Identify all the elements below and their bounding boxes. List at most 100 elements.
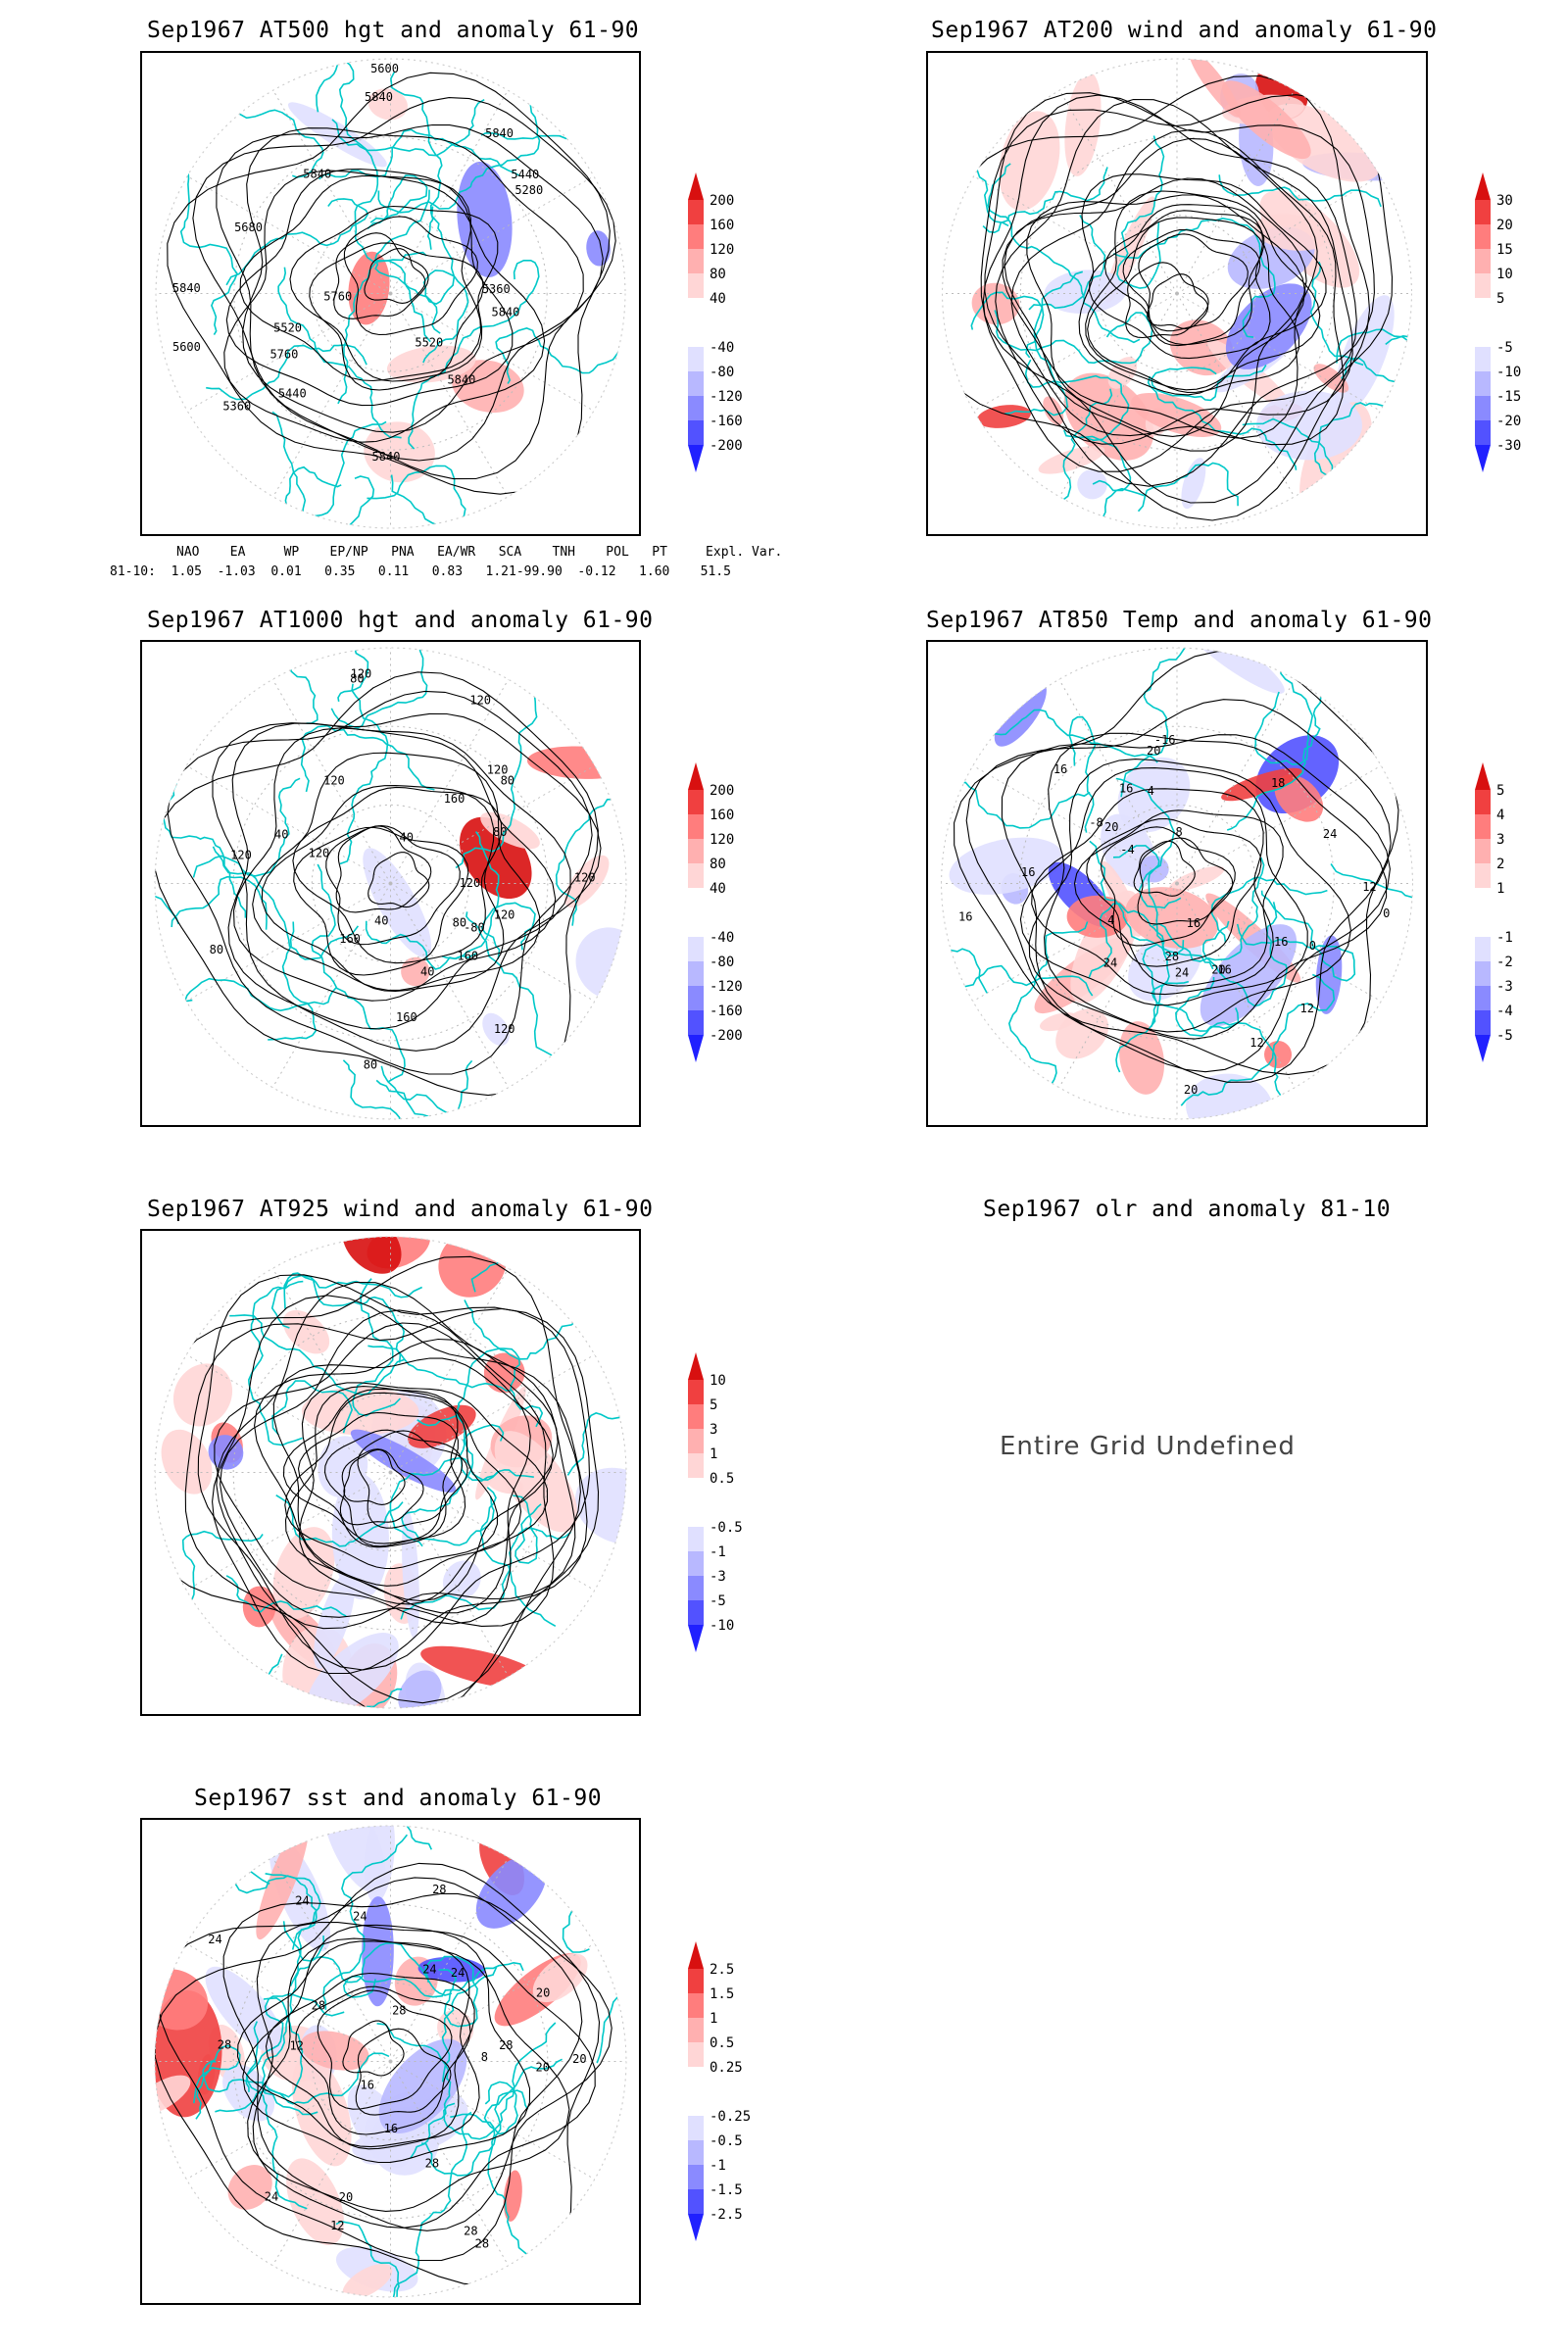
anomaly-shading	[314, 1570, 356, 1670]
colorbar-sst: 2.5 1.5 1 0.5 0.25 -0.25 -0.5 -1 -1.5 -2.5	[686, 1941, 755, 2250]
colorbar-tick-label: -1.5	[710, 2182, 743, 2198]
contour-label: 5840	[447, 373, 475, 387]
anomaly-shading	[1125, 887, 1219, 949]
colorbar-tick-label: -5	[1496, 1028, 1513, 1044]
contour-line	[1086, 817, 1262, 967]
anomaly-shading	[999, 111, 1060, 211]
anomaly-shading	[342, 1237, 402, 1274]
anomaly-shading	[1168, 865, 1225, 892]
anomaly-shading	[1255, 390, 1362, 461]
colorbar-tick-label: 40	[710, 291, 726, 307]
coastline	[225, 1575, 347, 1617]
coastline	[1330, 863, 1413, 1008]
contour-label: 18	[1271, 776, 1285, 790]
contour-label: 80	[493, 825, 507, 839]
anomaly-shading	[1043, 396, 1064, 425]
coastline	[171, 875, 268, 930]
colorbar-tick-label: -120	[710, 389, 743, 405]
contour-line	[1001, 734, 1391, 1073]
coastline	[306, 1688, 403, 1708]
contour-line	[192, 97, 616, 480]
contour-label: 5600	[370, 62, 399, 75]
contour-line	[242, 127, 584, 433]
contour-line	[1122, 228, 1261, 347]
colorbar-tick-label: -2.5	[710, 2207, 743, 2223]
contour-line	[1125, 262, 1209, 339]
coastline	[339, 683, 389, 865]
contour-line	[339, 1448, 424, 1526]
coastline	[408, 260, 540, 450]
contour-line	[1026, 194, 1306, 437]
colorbar-tick-label: 120	[710, 242, 734, 258]
colorbar-tick-label: -3	[1496, 979, 1513, 995]
anomaly-shading	[994, 681, 1047, 747]
coastline	[271, 411, 307, 528]
colorbar-tick-label: -1	[710, 1544, 726, 1560]
contour-label: 20	[1147, 744, 1160, 758]
colorbar-500hgt: 200 160 120 80 40 -40 -80 -120 -160 -200	[686, 172, 755, 481]
contour-label: 5680	[234, 220, 263, 234]
contour-label: 24	[353, 1910, 367, 1924]
contour-line	[1010, 129, 1345, 446]
coastline	[954, 781, 1091, 829]
contour-label: 120	[230, 848, 252, 861]
contour-label: 5440	[278, 386, 307, 400]
contour-label: 120	[494, 1022, 515, 1036]
contour-label: 40	[274, 828, 288, 842]
contour-label: 20	[536, 2061, 550, 2075]
anomaly-shading	[161, 1429, 213, 1494]
contour-label: 80	[501, 773, 514, 787]
undefined-grid-message: Entire Grid Undefined	[1000, 1432, 1296, 1461]
coastline	[367, 465, 466, 527]
contour-label: 120	[494, 908, 515, 922]
contour-label: 20	[339, 2190, 353, 2204]
colorbar-tick-label: -200	[710, 1028, 743, 1044]
contour-line	[342, 2020, 405, 2077]
coastline	[1115, 777, 1182, 909]
coastline	[941, 709, 1158, 763]
contour-line	[1073, 809, 1284, 987]
colorbar-tick-label: 20	[1496, 218, 1513, 233]
contour-label: 28	[432, 1883, 446, 1896]
coastline	[367, 174, 428, 229]
colorbar-tick-label: 10	[1496, 267, 1513, 282]
contour-line	[1137, 837, 1234, 925]
contour-label: 8	[1176, 825, 1183, 839]
coastline	[1004, 270, 1084, 416]
anomaly-shading	[503, 2170, 522, 2222]
contour-label: 28	[475, 2237, 489, 2251]
contour-line	[1089, 204, 1271, 360]
coastline	[970, 291, 1045, 359]
contour-label: 16	[1021, 865, 1035, 879]
colorbar-tick-label: 80	[710, 857, 726, 872]
map-sst: 28 28 28 24 28 20 16 12 24 28 20 8 12 24 16 20 24 28 20 28 2…	[140, 1818, 641, 2305]
coastline	[1210, 876, 1328, 943]
coastline	[481, 902, 536, 959]
colorbar-925wind: 10 5 3 1 0.5 -0.5 -1 -3 -5 -10	[686, 1352, 755, 1661]
contour-label: 4	[1107, 913, 1114, 927]
coastline	[941, 922, 988, 1006]
colorbar-tick-label: -80	[710, 365, 734, 380]
colorbar-tick-label: 2	[1496, 857, 1504, 872]
colorbar-tick-label: -4	[1496, 1004, 1513, 1019]
contour-label: 28	[392, 2004, 406, 2018]
anomaly-shading	[1334, 295, 1395, 415]
coastline	[331, 119, 431, 343]
coastline	[1063, 429, 1132, 492]
coastline	[495, 327, 625, 384]
coastline	[1147, 375, 1298, 470]
panel-title-500hgt: Sep1967 AT500 hgt and anomaly 61-90	[147, 18, 640, 43]
colorbar-tick-label: -2	[1496, 955, 1513, 970]
contour-line	[1138, 233, 1249, 332]
anomaly-shading	[301, 1387, 419, 1436]
anomaly-shading	[368, 88, 408, 121]
contour-line	[223, 170, 546, 443]
colorbar-tick-label: -80	[710, 955, 734, 970]
contour-label: 80	[453, 916, 466, 930]
coastline	[1180, 973, 1336, 1106]
colorbar-tick-label: -1	[710, 2158, 726, 2174]
colorbar-tick-label: -120	[710, 979, 743, 995]
anomaly-shading	[342, 2264, 393, 2297]
panel-title-olr: Sep1967 olr and anomaly 81-10	[983, 1197, 1392, 1222]
contour-label: 5440	[511, 168, 539, 181]
